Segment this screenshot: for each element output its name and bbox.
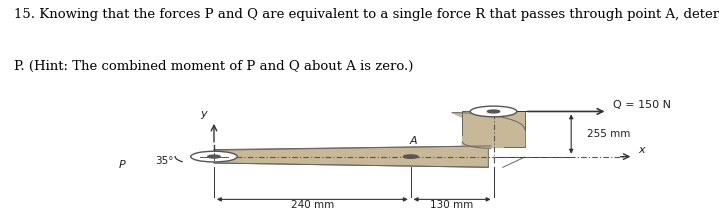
Circle shape: [487, 110, 500, 113]
Polygon shape: [462, 142, 491, 148]
Circle shape: [208, 155, 220, 158]
Text: P. (Hint: The combined moment of P and Q about A is zero.): P. (Hint: The combined moment of P and Q…: [14, 60, 413, 73]
Polygon shape: [214, 146, 488, 167]
Text: P: P: [119, 160, 125, 170]
Polygon shape: [462, 111, 525, 147]
Text: 130 mm: 130 mm: [431, 200, 474, 210]
Circle shape: [470, 106, 517, 117]
Text: 240 mm: 240 mm: [290, 200, 334, 210]
Circle shape: [191, 151, 237, 162]
Text: 255 mm: 255 mm: [587, 129, 630, 139]
Text: Q = 150 N: Q = 150 N: [613, 100, 671, 110]
Polygon shape: [452, 113, 525, 146]
Text: x: x: [638, 145, 645, 156]
Text: A: A: [409, 135, 417, 146]
Text: 15. Knowing that the forces P and Q are equivalent to a single force R that pass: 15. Knowing that the forces P and Q are …: [14, 8, 719, 21]
Polygon shape: [462, 136, 503, 147]
Text: 35°: 35°: [155, 156, 174, 166]
Circle shape: [403, 155, 418, 158]
Text: y: y: [201, 109, 207, 119]
